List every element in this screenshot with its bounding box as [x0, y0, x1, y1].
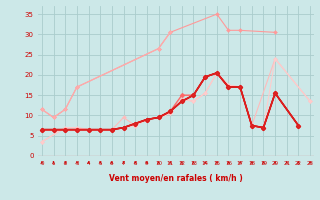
X-axis label: Vent moyen/en rafales ( km/h ): Vent moyen/en rafales ( km/h ) — [109, 174, 243, 183]
